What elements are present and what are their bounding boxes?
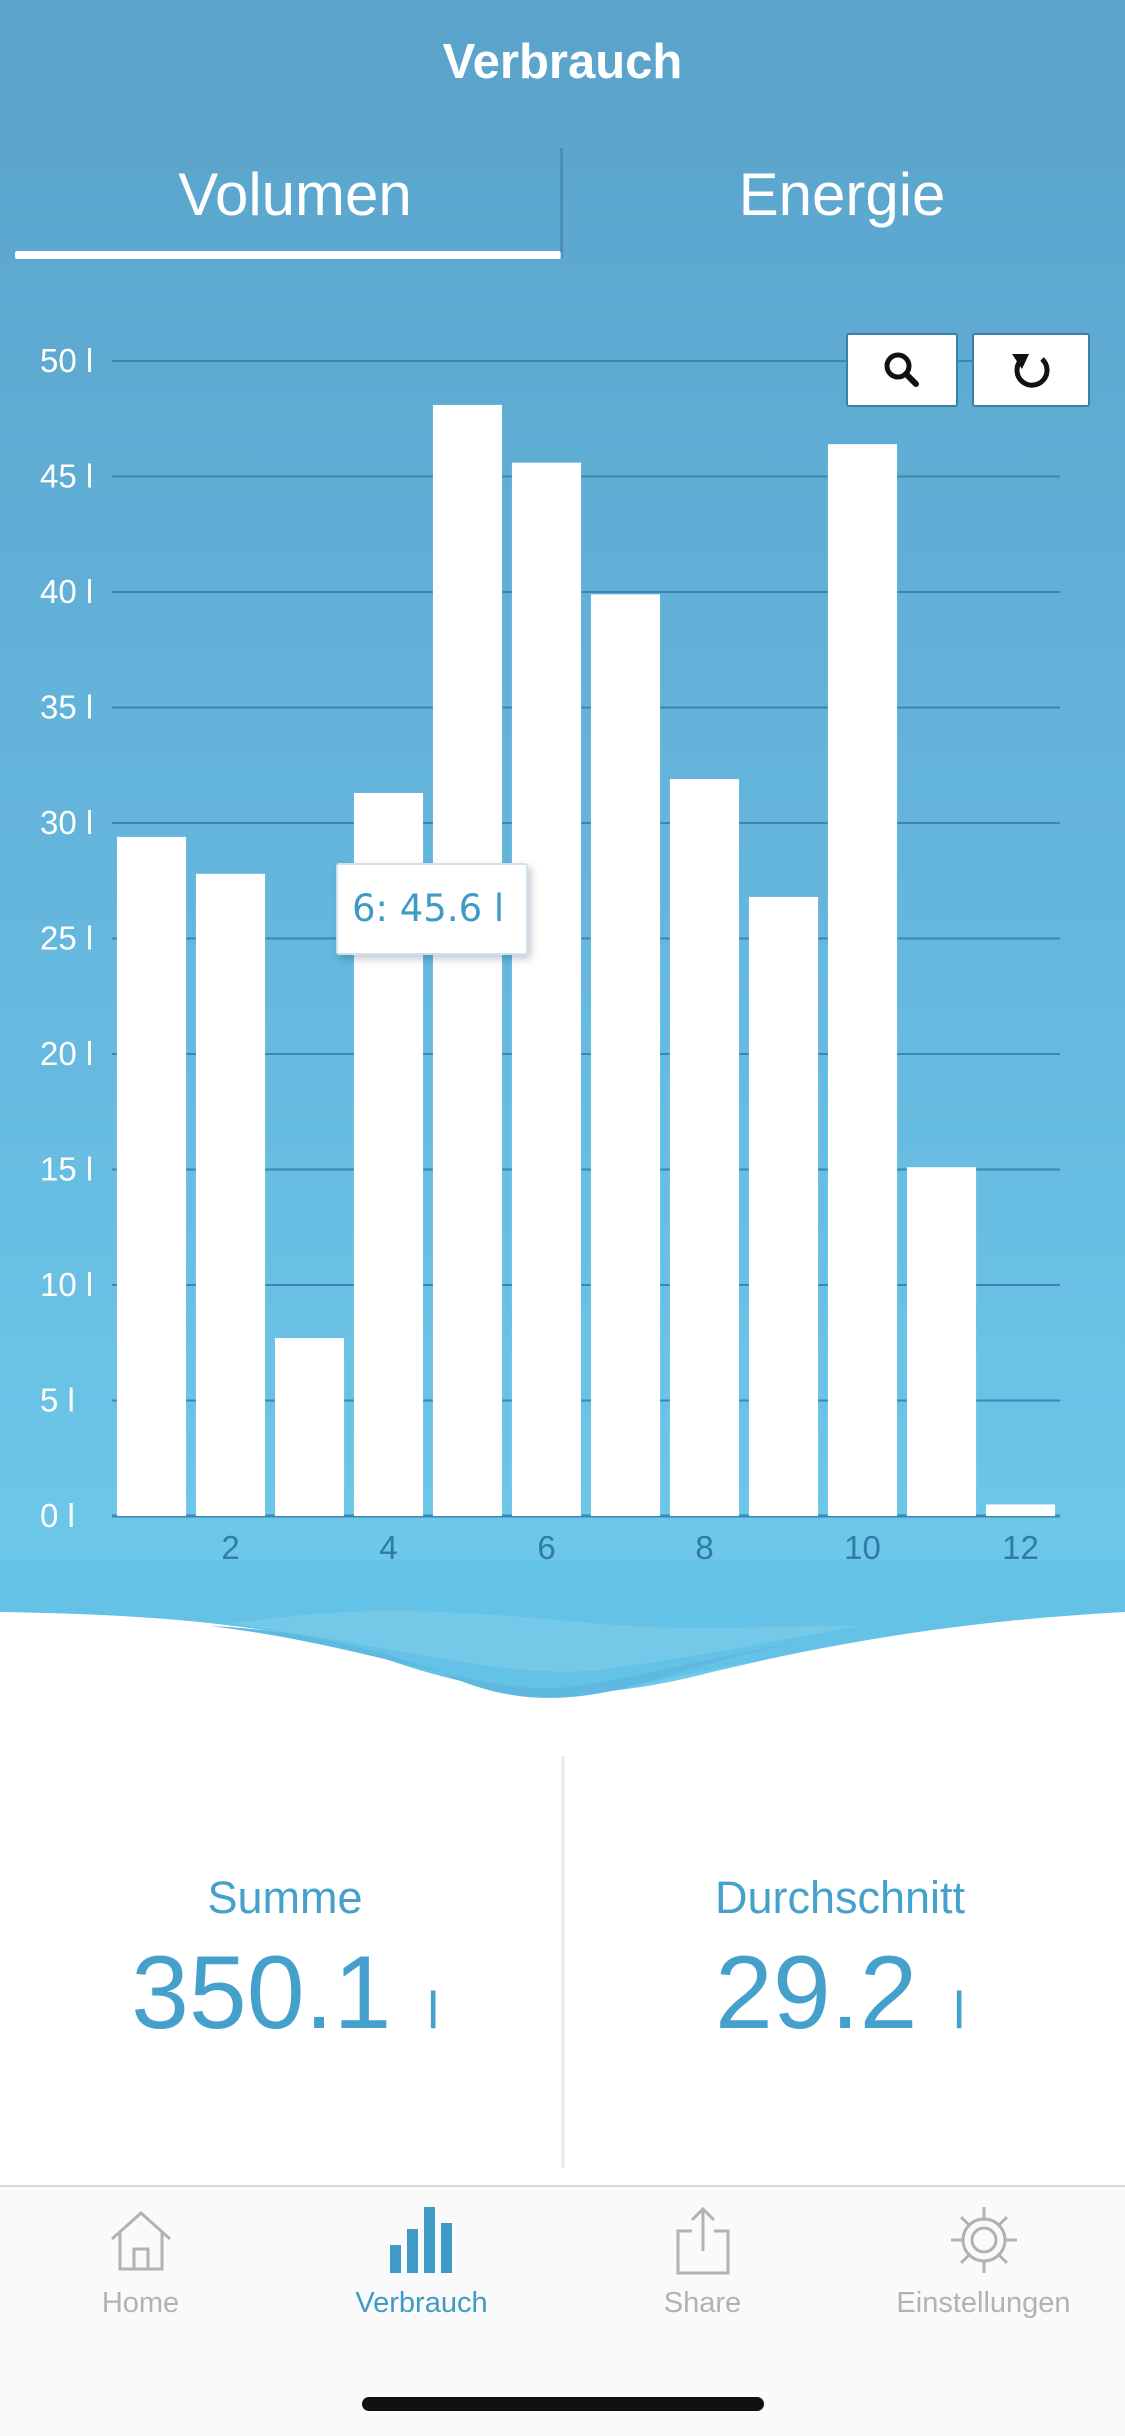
sum-unit: l [427, 1982, 439, 2040]
tabbar-label-verbrauch: Verbrauch [355, 2287, 488, 2319]
bar[interactable] [195, 873, 266, 1516]
x-tick-label: 8 [695, 1529, 713, 1566]
y-tick-label: 15 l [40, 1151, 93, 1188]
tabbar-item-share[interactable]: Share [562, 2205, 843, 2355]
reset-zoom-button[interactable] [972, 333, 1090, 407]
average-label: Durchschnitt [714, 1872, 966, 1923]
bar[interactable] [827, 444, 898, 1516]
average-unit: l [953, 1982, 965, 2040]
tabbar-item-verbrauch[interactable]: Verbrauch [281, 2205, 562, 2355]
segment-control: Volumen Energie [0, 140, 1125, 260]
y-tick-label: 50 l [40, 342, 93, 379]
tabbar-label-share: Share [663, 2287, 742, 2319]
sum-stat: Summe 350.1 l [5, 1872, 565, 2053]
stats-divider [561, 1756, 565, 2168]
y-tick-label: 40 l [40, 573, 93, 610]
bar[interactable] [274, 1338, 345, 1516]
bar-chart-icon [389, 2207, 452, 2273]
x-tick-label: 10 [844, 1529, 881, 1566]
refresh-icon [1012, 354, 1050, 388]
sum-value: 350.1 [131, 1935, 392, 2051]
x-tick-label: 12 [1002, 1529, 1039, 1566]
x-tick-label: 2 [221, 1529, 239, 1566]
bar[interactable] [590, 594, 661, 1516]
consumption-bar-chart[interactable]: 0 l 5 l 10 l 15 l 20 l 25 l 30 l 35 l 40 l 45 l 50… [0, 300, 1125, 1580]
page-title: Verbrauch [442, 35, 683, 89]
bar[interactable] [748, 896, 819, 1516]
tabbar-label-home: Home [101, 2287, 180, 2319]
tabbar-item-home[interactable]: Home [0, 2205, 281, 2355]
y-tick-label: 30 l [40, 804, 93, 841]
bar[interactable] [669, 779, 740, 1516]
bar[interactable] [116, 836, 187, 1516]
bar[interactable] [985, 1504, 1056, 1516]
y-tick-label: 45 l [40, 458, 93, 495]
search-icon [884, 352, 919, 387]
bar[interactable] [906, 1167, 977, 1516]
tab-energie[interactable]: Energie [738, 161, 946, 228]
y-tick-label: 25 l [40, 920, 93, 957]
bottom-tab-bar: Home Verbrauch Share [0, 2185, 1125, 2436]
bar[interactable] [511, 462, 582, 1516]
gear-icon [950, 2207, 1017, 2273]
y-tick-label: 5 l [40, 1382, 75, 1419]
wave-decoration [0, 1560, 1125, 1720]
home-indicator [362, 2397, 764, 2411]
bar[interactable] [432, 404, 503, 1516]
y-tick-label: 0 l [40, 1497, 75, 1534]
y-tick-label: 10 l [40, 1266, 93, 1303]
tab-divider [560, 148, 563, 258]
zoom-button[interactable] [846, 333, 958, 407]
sum-label: Summe [207, 1872, 363, 1923]
tabbar-label-einstellungen: Einstellungen [896, 2287, 1071, 2319]
average-value: 29.2 [715, 1935, 918, 2051]
y-tick-label: 35 l [40, 689, 93, 726]
y-tick-label: 20 l [40, 1035, 93, 1072]
chart-tooltip: 6: 45.6 l [336, 863, 528, 955]
share-icon [676, 2206, 729, 2275]
x-tick-label: 6 [537, 1529, 555, 1566]
tab-volumen[interactable]: Volumen [15, 140, 575, 259]
x-tick-label: 4 [379, 1529, 397, 1566]
tabbar-item-einstellungen[interactable]: Einstellungen [843, 2205, 1124, 2355]
home-icon [110, 2210, 171, 2271]
average-stat: Durchschnitt 29.2 l [560, 1872, 1120, 2053]
